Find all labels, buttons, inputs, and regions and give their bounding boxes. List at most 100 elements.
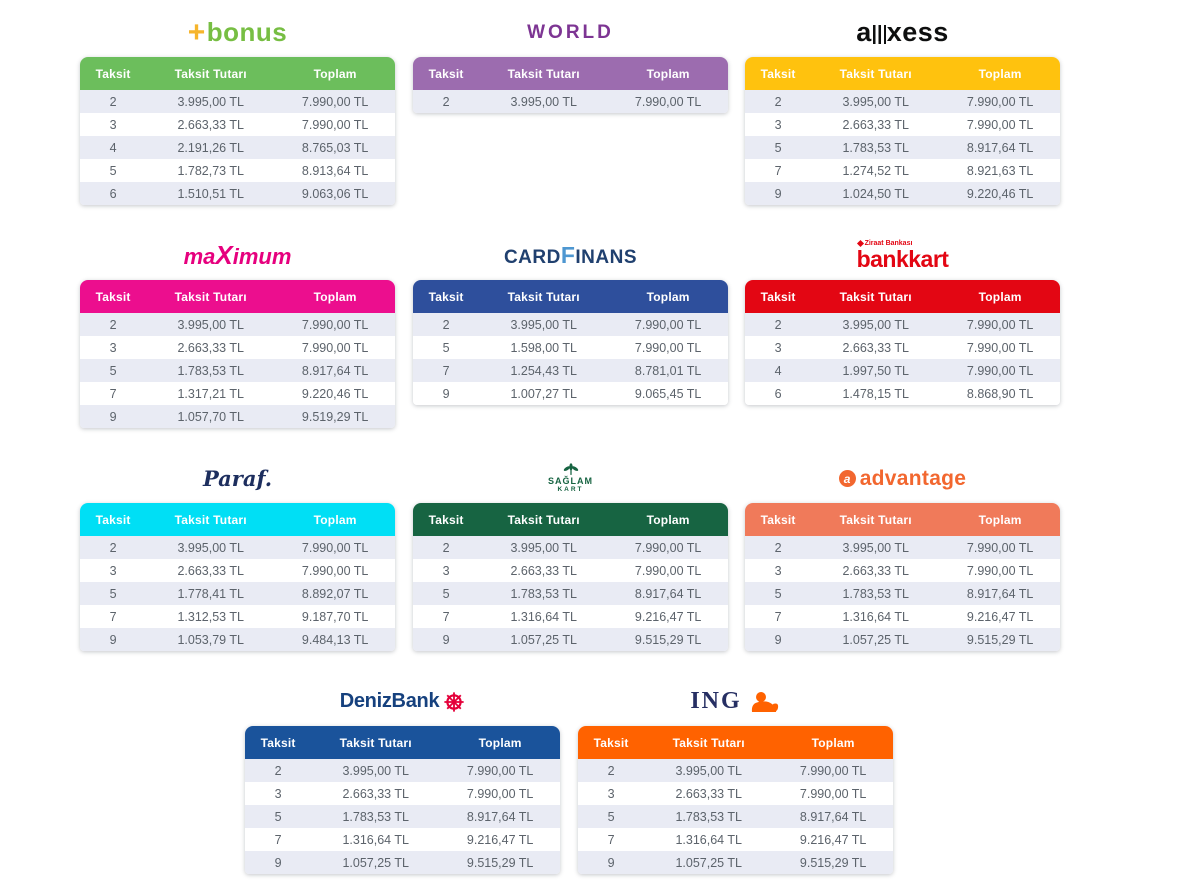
table-card: Taksit Taksit Tutarı Toplam 2 3.995,00 TL 7.9…	[80, 280, 395, 428]
taksit-tutari-cell: 3.995,00 TL	[675, 763, 742, 778]
col-header-taksit: Taksit	[745, 503, 812, 536]
installment-table-axess: Taksit Taksit Tutarı Toplam 2 3.995,00 TL 7.9…	[745, 57, 1060, 205]
toplam-cell: 7.990,00 TL	[301, 94, 369, 109]
col-header-taksit-tutari: Taksit Tutarı	[311, 726, 441, 759]
taksit-cell: 7	[442, 363, 450, 378]
taksit-tutari-cell: 1.007,27 TL	[510, 386, 577, 401]
col-header-taksit-tutari: Taksit Tutarı	[811, 280, 941, 313]
taksit-tutari-cell: 3.995,00 TL	[510, 317, 577, 332]
taksit-tutari-cell: 3.995,00 TL	[177, 540, 244, 555]
bank-card-bonus: + bonus Taksit Taksit Tutarı Toplam 2 3.995,…	[80, 8, 395, 205]
saglamkart-wordmark: SAĞLAM KART	[548, 463, 593, 494]
ship-wheel-icon	[444, 691, 464, 712]
installment-table-bankkart: Taksit Taksit Tutarı Toplam 2 3.995,00 TL 7.9…	[745, 280, 1060, 405]
taksit-tutari-cell: 1.783,53 TL	[177, 363, 244, 378]
installment-row: 2 3.995,00 TL 7.990,00 TL	[80, 90, 395, 113]
toplam-cell: 9.216,47 TL	[799, 832, 867, 847]
toplam-cell: 7.990,00 TL	[301, 540, 369, 555]
taksit-cell: 5	[442, 340, 450, 355]
col-header-toplam: Toplam	[275, 57, 395, 90]
taksit-cell: 5	[274, 809, 282, 824]
bank-card-cardfinans: CARD F INANS Taksit Taksit Tutarı Toplam 2 3…	[413, 231, 728, 405]
toplam-cell: 8.765,03 TL	[301, 140, 369, 155]
table-card: Taksit Taksit Tutarı Toplam 2 3.995,00 TL 7.9…	[745, 503, 1060, 651]
col-header-taksit: Taksit	[80, 280, 147, 313]
toplam-cell: 8.917,64 TL	[634, 586, 702, 601]
taksit-tutari-cell: 2.663,33 TL	[342, 786, 409, 801]
col-header-taksit: Taksit	[245, 726, 312, 759]
header-row: Taksit Taksit Tutarı Toplam	[80, 503, 395, 536]
taksit-tutari-cell: 1.254,43 TL	[510, 363, 577, 378]
installment-row: 3 2.663,33 TL 7.990,00 TL	[745, 336, 1060, 359]
toplam-cell: 7.990,00 TL	[966, 363, 1034, 378]
taksit-tutari-cell: 1.057,25 TL	[342, 855, 409, 870]
taksit-cell: 2	[442, 317, 450, 332]
taksit-tutari-cell: 2.663,33 TL	[177, 117, 244, 132]
toplam-cell: 7.990,00 TL	[466, 763, 534, 778]
installment-table-ing: Taksit Taksit Tutarı Toplam 2 3.995,00 TL 7.9…	[578, 726, 893, 874]
table-card: Taksit Taksit Tutarı Toplam 2 3.995,00 TL 7.9…	[245, 726, 560, 874]
maximum-logo: ma X imum	[80, 231, 395, 280]
taksit-tutari-cell: 1.317,21 TL	[177, 386, 244, 401]
installment-table-world: Taksit Taksit Tutarı Toplam 2 3.995,00 TL 7.9…	[413, 57, 728, 113]
col-header-toplam: Toplam	[275, 503, 395, 536]
plus-icon: +	[187, 15, 206, 49]
taksit-cell: 9	[109, 632, 117, 647]
ziraat-bank-label: Ziraat Bankası	[856, 239, 949, 248]
installment-row: 7 1.254,43 TL 8.781,01 TL	[413, 359, 728, 382]
taksit-cell: 3	[607, 786, 615, 801]
taksit-cell: 2	[109, 94, 117, 109]
taksit-cell: 2	[442, 94, 450, 109]
table-card: Taksit Taksit Tutarı Toplam 2 3.995,00 TL 7.9…	[413, 57, 728, 113]
header-row: Taksit Taksit Tutarı Toplam	[745, 57, 1060, 90]
taksit-cell: 2	[274, 763, 282, 778]
taksit-cell: 4	[109, 140, 117, 155]
taksit-tutari-cell: 2.663,33 TL	[177, 340, 244, 355]
installment-row: 3 2.663,33 TL 7.990,00 TL	[413, 559, 728, 582]
installment-row: 2 3.995,00 TL 7.990,00 TL	[245, 759, 560, 782]
taksit-cell: 3	[442, 563, 450, 578]
installment-row: 3 2.663,33 TL 7.990,00 TL	[578, 782, 893, 805]
taksit-cell: 5	[109, 163, 117, 178]
taksit-tutari-cell: 2.191,26 TL	[177, 140, 244, 155]
toplam-cell: 8.917,64 TL	[799, 809, 867, 824]
bonus-logo-text: + bonus	[188, 17, 288, 48]
installment-row: 6 1.478,15 TL 8.868,90 TL	[745, 382, 1060, 405]
toplam-cell: 8.917,64 TL	[966, 586, 1034, 601]
saglam-text: SAĞLAM	[548, 476, 593, 487]
toplam-cell: 7.990,00 TL	[466, 786, 534, 801]
taksit-cell: 9	[774, 186, 782, 201]
taksit-cell: 7	[442, 609, 450, 624]
header-row: Taksit Taksit Tutarı Toplam	[413, 503, 728, 536]
taksit-cell: 3	[109, 340, 117, 355]
installment-row: 3 2.663,33 TL 7.990,00 TL	[80, 336, 395, 359]
toplam-cell: 9.515,29 TL	[799, 855, 867, 870]
header-row: Taksit Taksit Tutarı Toplam	[80, 57, 395, 90]
taksit-tutari-cell: 1.316,64 TL	[510, 609, 577, 624]
col-header-taksit: Taksit	[80, 57, 147, 90]
toplam-cell: 7.990,00 TL	[634, 563, 702, 578]
taksit-tutari-cell: 1.057,25 TL	[510, 632, 577, 647]
table-card: Taksit Taksit Tutarı Toplam 2 3.995,00 TL 7.9…	[80, 57, 395, 205]
table-card: Taksit Taksit Tutarı Toplam 2 3.995,00 TL 7.9…	[413, 280, 728, 405]
installment-row: 2 3.995,00 TL 7.990,00 TL	[413, 313, 728, 336]
installment-row: 3 2.663,33 TL 7.990,00 TL	[245, 782, 560, 805]
bankkart-logo: Ziraat Bankası bankkart	[745, 231, 1060, 280]
toplam-cell: 7.990,00 TL	[634, 317, 702, 332]
taksit-tutari-cell: 1.316,64 TL	[342, 832, 409, 847]
toplam-cell: 7.990,00 TL	[799, 786, 867, 801]
installment-row: 5 1.783,53 TL 8.917,64 TL	[745, 136, 1060, 159]
world-wordmark: WORLD	[527, 21, 614, 43]
col-header-taksit-tutari: Taksit Tutarı	[479, 280, 609, 313]
header-row: Taksit Taksit Tutarı Toplam	[745, 280, 1060, 313]
taksit-tutari-cell: 3.995,00 TL	[510, 94, 577, 109]
installment-row: 2 3.995,00 TL 7.990,00 TL	[80, 313, 395, 336]
taksit-tutari-cell: 1.782,73 TL	[177, 163, 244, 178]
header-row: Taksit Taksit Tutarı Toplam	[578, 726, 893, 759]
taksit-tutari-cell: 1.316,64 TL	[842, 609, 909, 624]
installment-row: 2 3.995,00 TL 7.990,00 TL	[413, 90, 728, 113]
toplam-cell: 7.990,00 TL	[966, 117, 1034, 132]
toplam-cell: 9.216,47 TL	[634, 609, 702, 624]
toplam-cell: 8.781,01 TL	[634, 363, 702, 378]
toplam-cell: 8.892,07 TL	[301, 586, 369, 601]
